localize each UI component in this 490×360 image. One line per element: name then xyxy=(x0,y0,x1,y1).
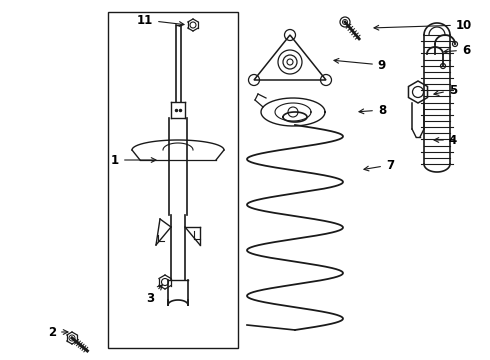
Text: 7: 7 xyxy=(364,158,394,171)
Text: 2: 2 xyxy=(48,325,68,338)
Text: 1: 1 xyxy=(111,153,156,166)
Text: 9: 9 xyxy=(334,58,386,72)
Text: 3: 3 xyxy=(146,285,162,305)
Text: 4: 4 xyxy=(434,134,457,147)
Text: 5: 5 xyxy=(434,84,457,96)
Text: 10: 10 xyxy=(374,18,472,32)
Text: 8: 8 xyxy=(359,104,386,117)
Text: 6: 6 xyxy=(444,44,470,57)
Text: 11: 11 xyxy=(137,14,184,27)
